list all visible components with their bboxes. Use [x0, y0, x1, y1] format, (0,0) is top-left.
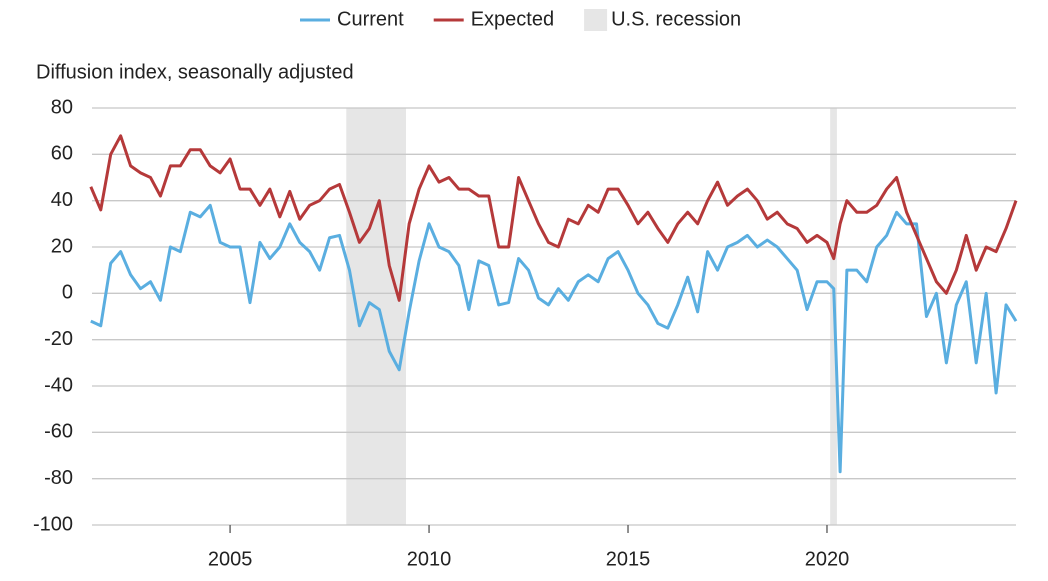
- recession-band: [346, 108, 406, 525]
- x-tick-label: 2015: [606, 548, 651, 570]
- y-tick-label: 0: [62, 282, 73, 304]
- series-line: [89, 134, 1018, 302]
- y-tick-label: -20: [44, 328, 73, 350]
- y-tick-label: 20: [51, 235, 73, 257]
- series-line: [90, 203, 1018, 474]
- y-tick-label: 60: [51, 143, 73, 165]
- legend-swatch: [584, 9, 608, 31]
- y-axis-label: Diffusion index, seasonally adjusted: [36, 61, 354, 83]
- y-tick-label: -80: [44, 467, 73, 489]
- y-tick-label: 40: [51, 189, 73, 211]
- y-tick-label: 80: [51, 96, 73, 118]
- x-tick-label: 2005: [208, 548, 253, 570]
- y-tick-label: -60: [44, 421, 73, 443]
- x-tick-label: 2020: [805, 548, 850, 570]
- legend-label: Current: [337, 8, 404, 30]
- y-tick-label: -100: [33, 513, 73, 535]
- x-tick-label: 2010: [407, 548, 452, 570]
- legend-label: U.S. recession: [611, 8, 741, 30]
- legend-label: Expected: [471, 8, 554, 30]
- y-tick-label: -40: [44, 374, 73, 396]
